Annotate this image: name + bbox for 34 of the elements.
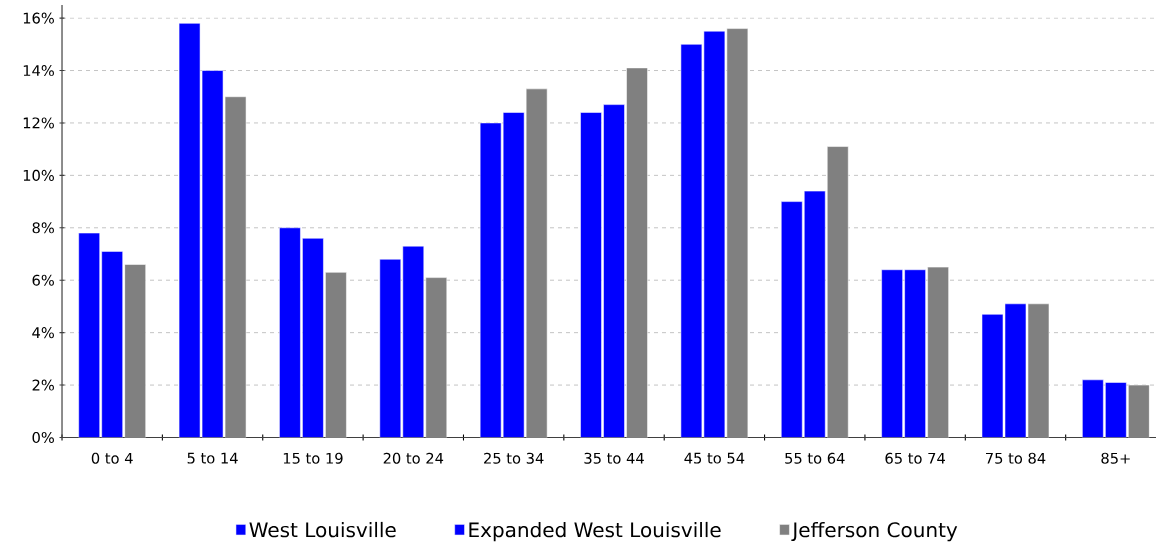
bar — [224, 96, 247, 438]
legend-label: West Louisville — [249, 521, 396, 538]
bar — [1027, 303, 1050, 438]
y-tick-label: 16% — [23, 12, 54, 24]
x-tick-label: 15 to 19 — [283, 452, 343, 464]
bar — [927, 266, 949, 438]
x-tick-label: 75 to 84 — [986, 452, 1046, 464]
x-tick-label: 20 to 24 — [383, 452, 444, 464]
x-tick-label: 45 to 54 — [684, 452, 745, 464]
y-tick-label: 8% — [32, 222, 54, 234]
bar — [325, 272, 347, 438]
y-tick-label: 2% — [32, 379, 54, 391]
y-tick-label: 10% — [23, 169, 54, 181]
x-tick-label: 5 to 14 — [187, 452, 238, 464]
bar — [124, 264, 146, 438]
y-tick-label: 14% — [23, 64, 54, 77]
x-tick-label: 55 to 64 — [785, 452, 845, 464]
bar — [826, 146, 849, 438]
bar — [1128, 384, 1150, 438]
bar — [525, 88, 548, 438]
y-tick-label: 0% — [32, 431, 54, 444]
y-tick-label: 6% — [32, 274, 54, 286]
y-tick-label: 4% — [32, 327, 54, 339]
y-tick-label: 12% — [23, 117, 54, 129]
x-tick-label: 85+ — [1101, 452, 1130, 464]
x-tick-label: 0 to 4 — [91, 452, 133, 464]
bar — [626, 67, 648, 438]
bar — [726, 28, 749, 438]
x-tick-label: 65 to 74 — [885, 452, 945, 464]
legend-label: Jefferson County — [791, 521, 958, 542]
legend-label: Expanded West Louisville — [469, 521, 721, 542]
x-tick-label: 35 to 44 — [584, 452, 644, 464]
bar — [425, 277, 448, 438]
x-tick-label: 25 to 34 — [484, 452, 544, 464]
